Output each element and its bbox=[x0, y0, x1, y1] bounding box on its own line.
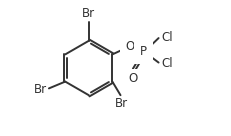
Text: O: O bbox=[125, 40, 134, 53]
Text: Br: Br bbox=[34, 83, 47, 96]
Text: Br: Br bbox=[82, 7, 95, 20]
Text: O: O bbox=[128, 72, 137, 85]
Text: Cl: Cl bbox=[161, 57, 172, 70]
Text: Br: Br bbox=[114, 97, 127, 110]
Text: P: P bbox=[140, 45, 146, 58]
Text: Cl: Cl bbox=[161, 31, 172, 44]
